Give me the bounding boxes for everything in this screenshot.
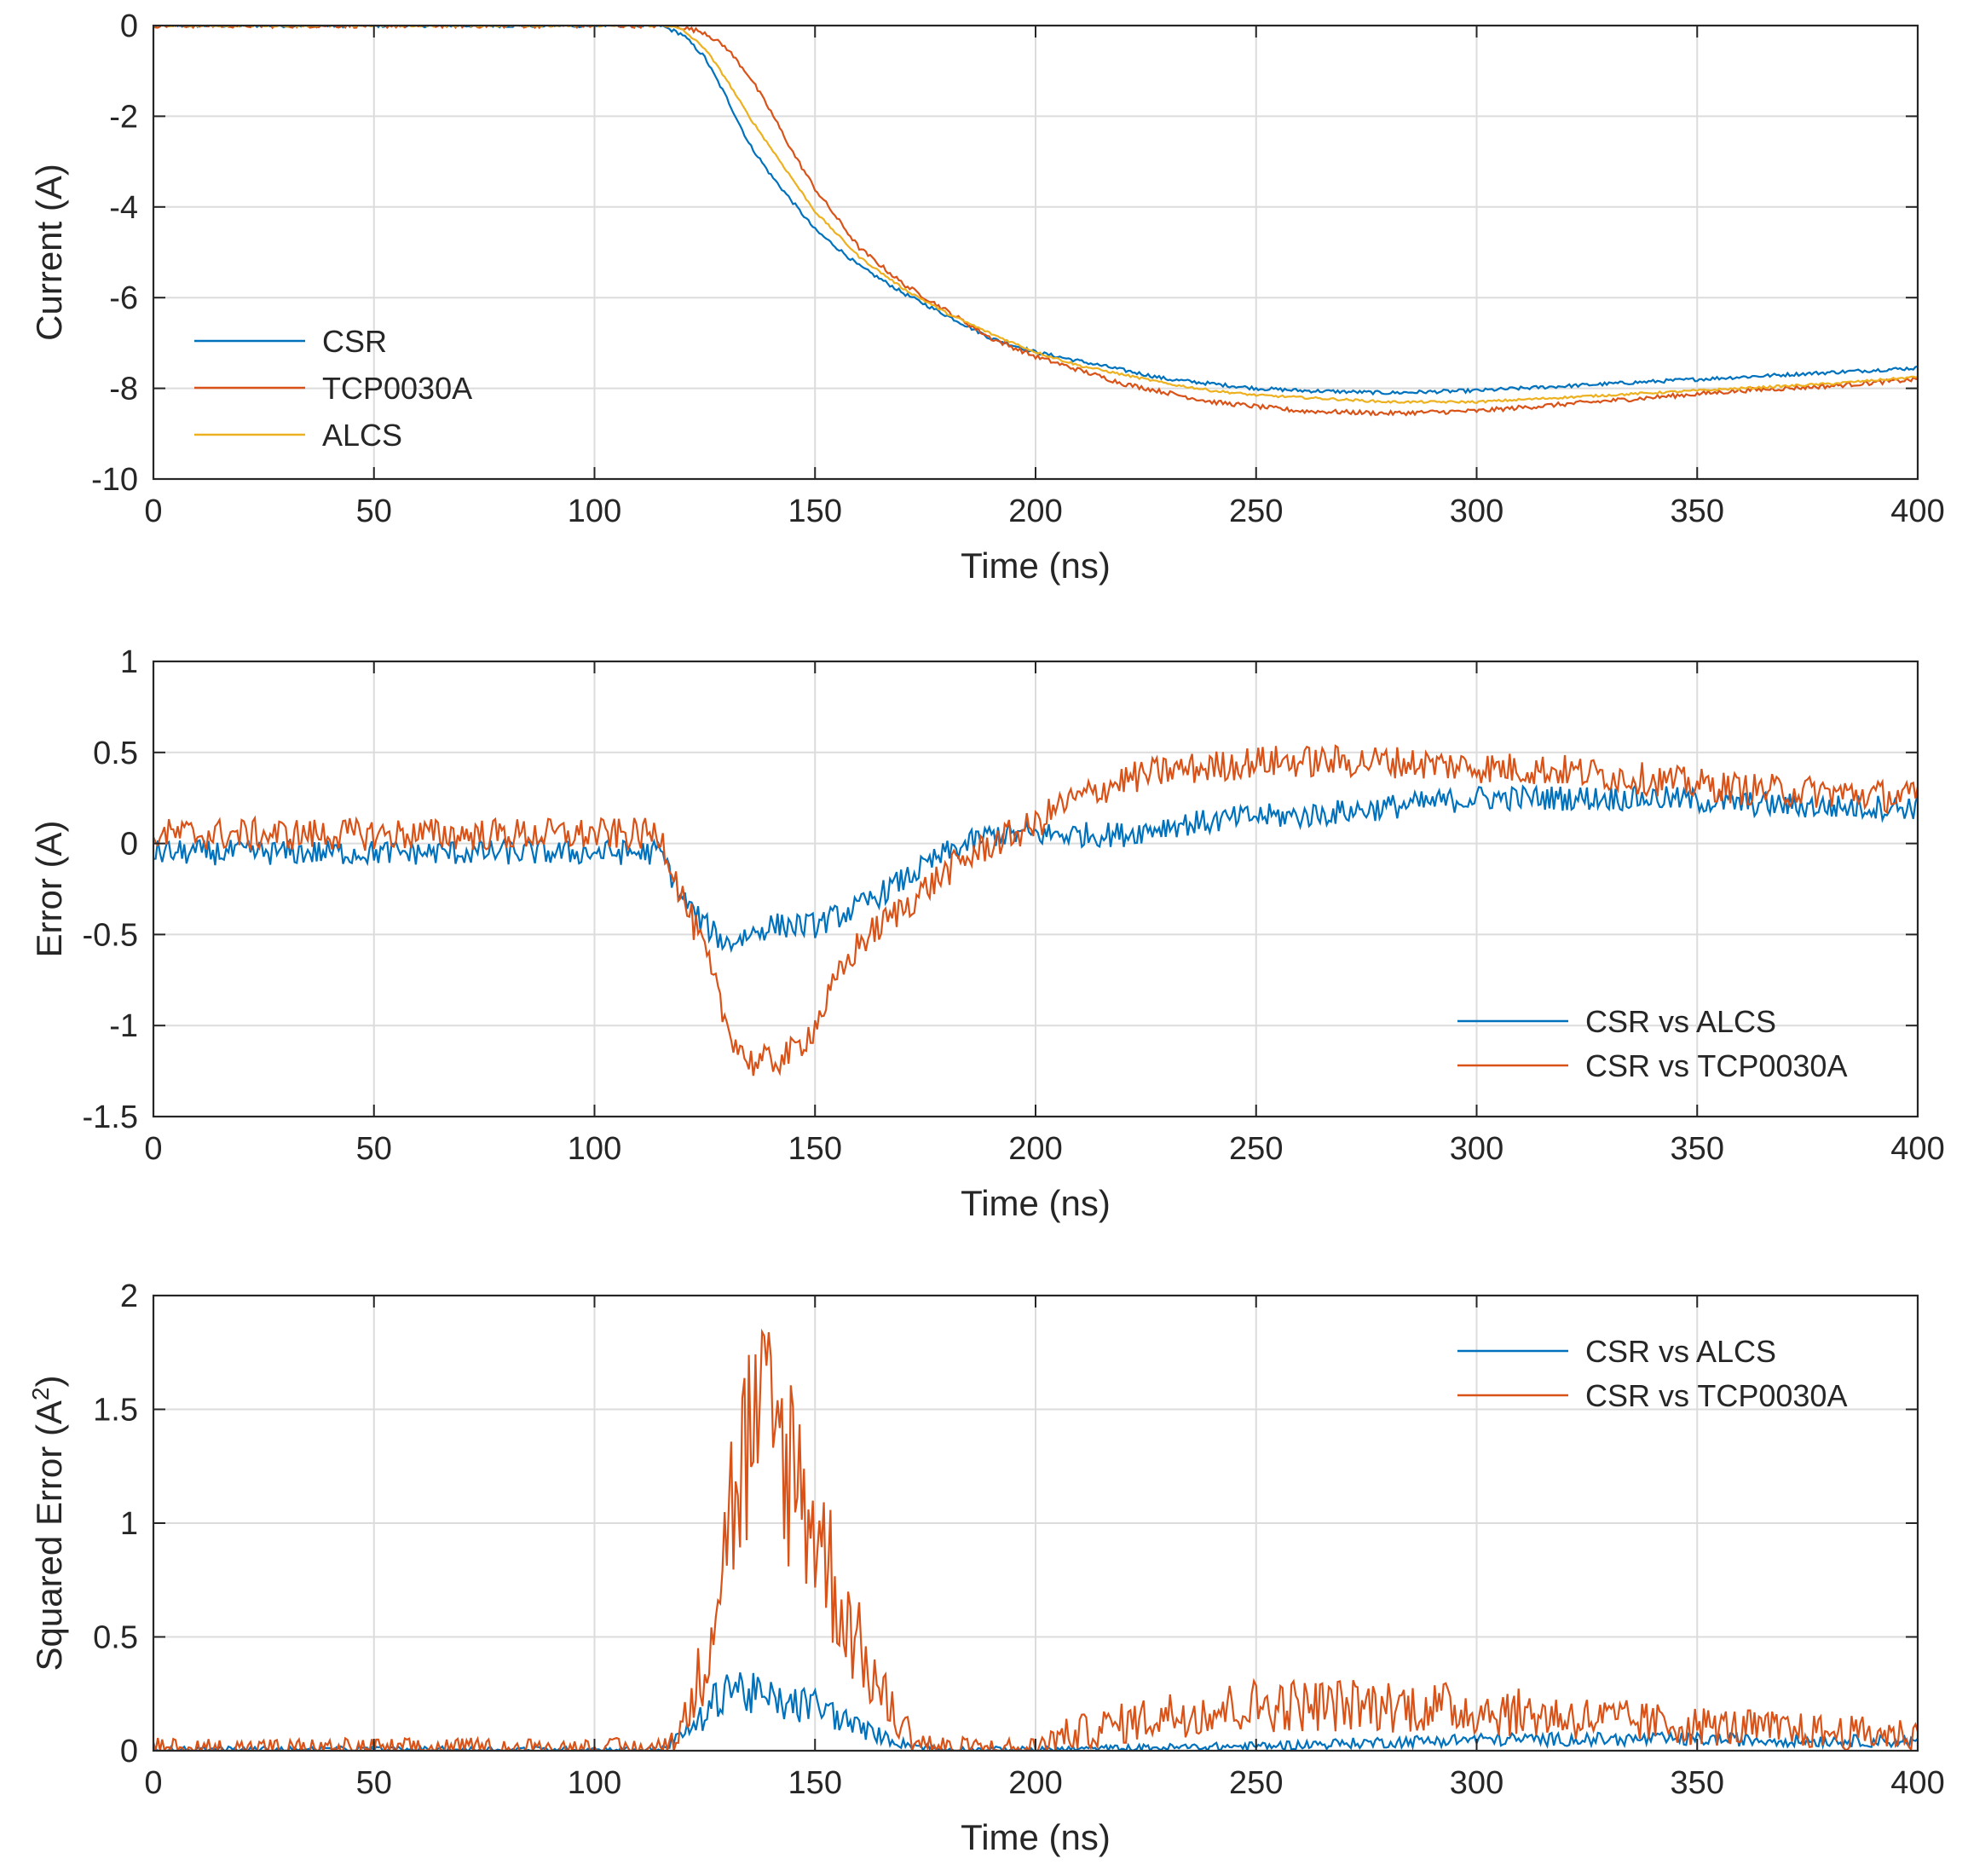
y-axis-label: Current (A) [29,164,69,341]
x-tick-label: 300 [1450,494,1503,529]
y-tick-label: 1 [120,644,138,680]
x-tick-label: 100 [568,1765,621,1801]
y-tick-label: -10 [91,462,138,498]
legend: CSR vs ALCS CSR vs TCP0030A [1457,1004,1847,1083]
y-tick-label: 1 [120,1506,138,1542]
x-tick-label: 400 [1890,1765,1944,1801]
legend-label: TCP0030A [322,371,472,406]
series-line-csr-vs-tcp0030a [153,744,1918,1077]
x-tick-label: 200 [1008,494,1062,529]
legend: CSR TCP0030A ALCS [194,324,472,453]
x-tick-label: 200 [1008,1765,1062,1801]
y-tick-label: 0 [120,1734,138,1769]
x-tick-label: 400 [1890,494,1944,529]
legend: CSR vs ALCS CSR vs TCP0030A [1457,1334,1847,1413]
y-axis-label: Squared Error (A2) [27,1375,70,1671]
y-tick-label: -1.5 [83,1100,138,1135]
x-tick-label: 50 [356,1131,392,1167]
y-tick-label: -0.5 [83,917,138,953]
x-tick-label: 100 [568,494,621,529]
legend-label: CSR vs TCP0030A [1585,1378,1847,1413]
y-tick-label: 0.5 [93,1620,138,1656]
x-axis-label: Time (ns) [961,1817,1111,1857]
x-tick-label: 250 [1229,1765,1283,1801]
series-line-csr-vs-tcp0030a [153,1328,1918,1751]
chart-panel-1: 0 50 100 150 200 250 300 350 400 0 -2 -4 -6 -8 -10 Time… [29,9,1945,586]
x-tick-label: 50 [356,494,392,529]
x-tick-label: 150 [788,494,842,529]
y-tick-label: -2 [109,99,138,135]
y-axis-label: Error (A) [29,821,69,958]
x-tick-label: 350 [1671,1131,1724,1167]
x-tick-label: 0 [144,1765,162,1801]
x-tick-label: 150 [788,1765,842,1801]
x-tick-label: 50 [356,1765,392,1801]
x-tick-label: 100 [568,1131,621,1167]
legend-label: CSR vs ALCS [1585,1004,1776,1039]
x-tick-label: 250 [1229,494,1283,529]
legend-label: CSR vs ALCS [1585,1334,1776,1369]
x-tick-label: 250 [1229,1131,1283,1167]
legend-label: CSR [322,324,387,359]
x-tick-label: 300 [1450,1765,1503,1801]
x-tick-label: 150 [788,1131,842,1167]
y-tick-label: 0 [120,9,138,44]
y-tick-label: 0.5 [93,736,138,771]
x-axis-label: Time (ns) [961,1183,1111,1223]
series-line-csr-vs-alcs [153,782,1918,954]
x-tick-label: 400 [1890,1131,1944,1167]
x-tick-label: 350 [1671,1765,1724,1801]
x-tick-label: 350 [1671,494,1724,529]
chart-panel-3: 0 50 100 150 200 250 300 350 400 2 1.5 1 0.5 0 Time (n… [27,1279,1945,1857]
y-tick-label: 1.5 [93,1393,138,1429]
y-tick-label: -4 [109,190,138,226]
y-tick-label: 2 [120,1279,138,1314]
chart-panel-2: 0 50 100 150 200 250 300 350 400 1 0.5 0 -0.5 -1 -1.5 T… [29,644,1945,1223]
y-tick-label: -1 [109,1008,138,1044]
x-tick-label: 0 [144,1131,162,1167]
y-tick-label: -8 [109,372,138,407]
x-tick-label: 300 [1450,1131,1503,1167]
legend-label: CSR vs TCP0030A [1585,1048,1847,1083]
y-tick-label: 0 [120,827,138,863]
series-line-csr-vs-alcs [153,1672,1918,1751]
x-axis-label: Time (ns) [961,545,1111,586]
y-tick-label: -6 [109,280,138,316]
x-tick-label: 200 [1008,1131,1062,1167]
x-tick-label: 0 [144,494,162,529]
legend-label: ALCS [322,418,402,453]
